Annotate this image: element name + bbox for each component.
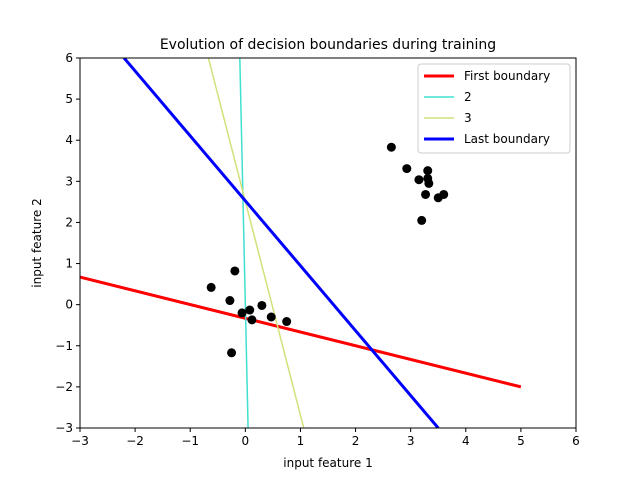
- legend-label-2: 3: [464, 111, 472, 125]
- boundary-lines: [80, 58, 522, 428]
- x-tick-label: −1: [181, 434, 199, 448]
- x-tick-label: 3: [407, 434, 415, 448]
- scatter-point: [414, 175, 424, 185]
- scatter-point: [206, 282, 216, 292]
- scatter-point: [237, 308, 247, 318]
- y-tick-label: 3: [65, 174, 73, 188]
- y-tick-label: 6: [65, 51, 73, 65]
- y-tick-label: 2: [65, 215, 73, 229]
- plot-frame: [79, 57, 577, 429]
- y-tick-label: 1: [65, 257, 73, 271]
- scatter-point: [439, 189, 449, 199]
- scatter-point: [225, 296, 235, 306]
- y-axis-label: input feature 2: [30, 198, 44, 287]
- boundary-line-0: [80, 275, 522, 389]
- x-tick-label: 4: [462, 434, 470, 448]
- data-points: [206, 142, 449, 358]
- y-tick-label: −1: [55, 339, 73, 353]
- x-tick-label: −2: [126, 434, 144, 448]
- boundary-line-3: [122, 58, 440, 428]
- legend-label-0: First boundary: [464, 69, 550, 83]
- y-tick-label: −3: [55, 421, 73, 435]
- x-axis-label: input feature 1: [283, 456, 372, 470]
- y-tick-label: 4: [65, 133, 73, 147]
- scatter-point: [247, 315, 257, 325]
- y-tick-label: 0: [65, 298, 73, 312]
- x-tick-label: 1: [297, 434, 305, 448]
- scatter-point: [424, 178, 434, 188]
- scatter-point: [227, 348, 237, 358]
- legend-label-1: 2: [464, 90, 472, 104]
- y-tick-label: 5: [65, 92, 73, 106]
- x-tick-label: 2: [352, 434, 360, 448]
- scatter-point: [417, 215, 427, 225]
- x-tick-label: 6: [572, 434, 580, 448]
- legend: First boundary 2 3 Last boundary: [417, 63, 571, 154]
- scatter-point: [266, 312, 276, 322]
- scatter-point: [421, 189, 431, 199]
- legend-label-3: Last boundary: [464, 132, 550, 146]
- scatter-point: [386, 142, 396, 152]
- scatter-point: [245, 305, 255, 315]
- y-tick-label: −2: [55, 380, 73, 394]
- scatter-point: [402, 164, 412, 174]
- scatter-point: [423, 166, 433, 176]
- boundary-line-2: [207, 58, 305, 428]
- scatter-point: [257, 300, 267, 310]
- x-axis-ticks: −3 −2 −1 0 1 2 3 4 5 6: [71, 428, 580, 448]
- legend-frame: [417, 63, 571, 154]
- boundary-line-1: [239, 58, 249, 428]
- scatter-point: [230, 266, 240, 276]
- scatter-point: [282, 317, 292, 327]
- x-tick-label: 5: [517, 434, 525, 448]
- x-tick-label: 0: [242, 434, 250, 448]
- x-tick-label: −3: [71, 434, 89, 448]
- y-axis-ticks: −3 −2 −1 0 1 2 3 4 5 6: [55, 51, 80, 435]
- chart-title: Evolution of decision boundaries during …: [160, 37, 496, 53]
